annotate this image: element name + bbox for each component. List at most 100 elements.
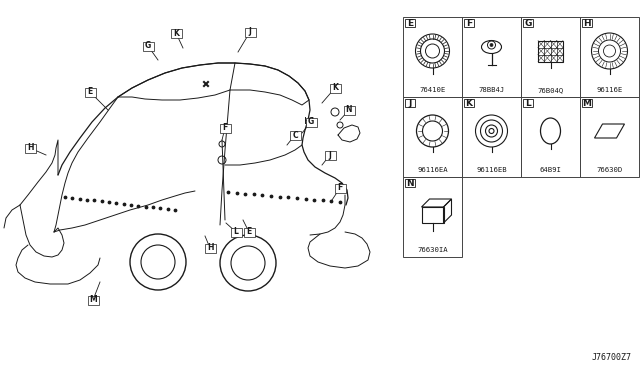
Bar <box>403 97 462 177</box>
Text: J: J <box>328 151 332 160</box>
Point <box>133 203 143 209</box>
Point <box>326 198 337 204</box>
Bar <box>580 97 639 177</box>
Point <box>170 207 180 213</box>
Text: 76630IA: 76630IA <box>417 247 448 253</box>
Circle shape <box>420 39 445 63</box>
Bar <box>523 99 533 107</box>
Text: G: G <box>308 118 314 126</box>
Bar <box>405 179 415 187</box>
Bar <box>523 19 533 27</box>
Bar <box>462 17 521 97</box>
Bar <box>521 17 580 97</box>
Text: M: M <box>582 99 591 108</box>
Text: 76B04Q: 76B04Q <box>538 87 564 93</box>
Point <box>309 197 319 203</box>
Text: 76630D: 76630D <box>596 167 623 173</box>
Text: K: K <box>465 99 472 108</box>
Bar <box>462 97 521 177</box>
Bar <box>220 124 230 132</box>
Point <box>292 195 302 201</box>
Bar <box>405 19 415 27</box>
Point <box>148 205 158 211</box>
Bar <box>335 183 346 192</box>
Circle shape <box>337 122 343 128</box>
Text: 78BB4J: 78BB4J <box>478 87 504 93</box>
Text: E: E <box>407 19 413 28</box>
Point <box>240 190 250 196</box>
Bar <box>582 99 592 107</box>
Bar <box>205 244 216 253</box>
Point <box>111 200 122 206</box>
Point <box>156 205 166 211</box>
Bar <box>170 29 182 38</box>
Text: M: M <box>89 295 97 305</box>
Circle shape <box>331 108 339 116</box>
Bar <box>582 19 592 27</box>
Point <box>89 198 99 203</box>
Bar <box>330 83 340 93</box>
Text: H: H <box>27 144 33 153</box>
Bar <box>143 42 154 51</box>
Text: N: N <box>406 179 414 187</box>
Point <box>317 198 328 203</box>
Text: E: E <box>246 228 252 237</box>
Text: F: F <box>222 124 228 132</box>
Text: 96116EB: 96116EB <box>476 167 507 173</box>
Point <box>74 196 84 202</box>
Text: L: L <box>234 228 239 237</box>
Bar <box>405 99 415 107</box>
Text: H: H <box>207 244 213 253</box>
Point <box>249 191 259 197</box>
Point <box>104 199 114 205</box>
Point <box>275 194 285 200</box>
Point <box>266 193 276 199</box>
Bar <box>344 106 355 115</box>
Bar <box>289 131 301 140</box>
Bar <box>464 19 474 27</box>
Point <box>97 198 107 204</box>
Text: K: K <box>332 83 338 93</box>
Text: K: K <box>173 29 179 38</box>
Bar <box>88 295 99 305</box>
Point <box>283 195 293 201</box>
Text: H: H <box>583 19 591 28</box>
Point <box>300 196 310 202</box>
Bar <box>230 228 241 237</box>
Bar <box>521 97 580 177</box>
Text: F: F <box>337 183 342 192</box>
Text: N: N <box>346 106 352 115</box>
Text: C: C <box>292 131 298 140</box>
Bar <box>84 87 95 96</box>
Circle shape <box>141 245 175 279</box>
Text: L: L <box>525 99 531 108</box>
Point <box>335 199 345 205</box>
Text: 96116EA: 96116EA <box>417 167 448 173</box>
Bar <box>464 99 474 107</box>
Point <box>60 194 70 200</box>
Point <box>67 195 77 201</box>
Point <box>223 189 233 195</box>
Bar <box>244 28 255 36</box>
Bar <box>305 118 317 126</box>
Bar <box>403 17 462 97</box>
Circle shape <box>490 44 493 46</box>
Point <box>118 201 129 207</box>
Bar <box>243 228 255 237</box>
Circle shape <box>598 40 621 62</box>
Bar <box>24 144 35 153</box>
Point <box>257 192 268 198</box>
Point <box>232 190 242 196</box>
Circle shape <box>218 156 226 164</box>
Circle shape <box>231 246 265 280</box>
Point <box>141 203 151 209</box>
Text: J: J <box>408 99 412 108</box>
Text: J: J <box>248 28 252 36</box>
Text: G: G <box>524 19 532 28</box>
Text: E: E <box>88 87 93 96</box>
Text: F: F <box>466 19 472 28</box>
Text: G: G <box>145 42 151 51</box>
Circle shape <box>219 141 225 147</box>
Point <box>126 202 136 208</box>
Text: J76700Z7: J76700Z7 <box>592 353 632 362</box>
